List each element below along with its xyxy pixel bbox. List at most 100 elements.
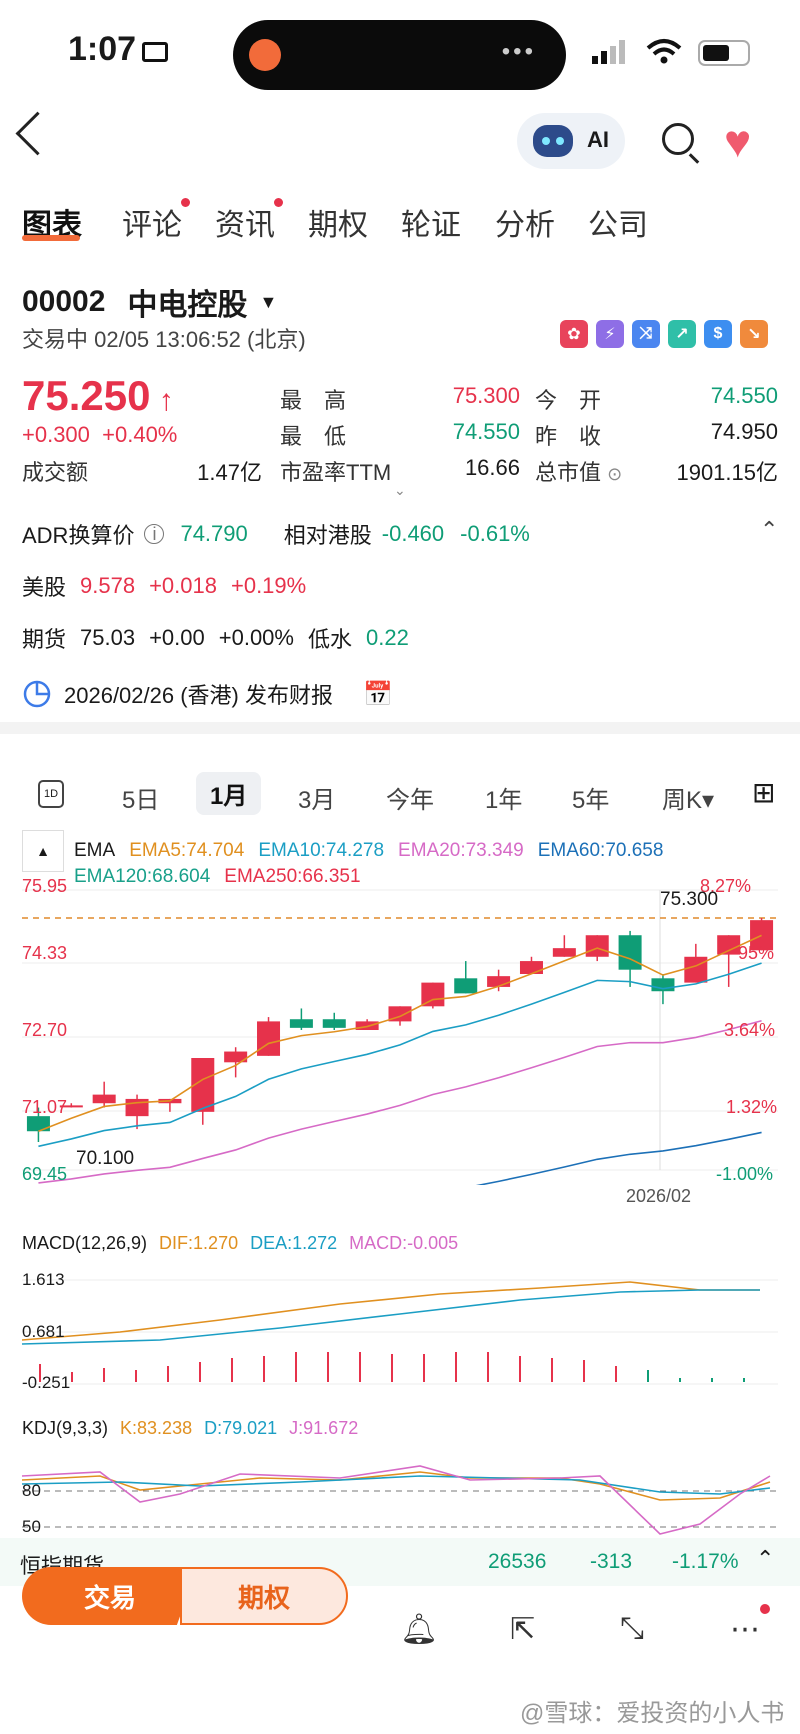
dynamic-island: ••• xyxy=(233,20,566,90)
candle-body xyxy=(421,982,445,1007)
info-icon[interactable]: i xyxy=(144,524,165,544)
dollar-icon[interactable]: $ xyxy=(704,320,732,348)
change-pct: +0.40% xyxy=(102,422,178,447)
tab-analysis[interactable]: 分析 xyxy=(495,200,555,244)
open-label: 今 开 xyxy=(535,388,602,413)
collapse-chevron-icon[interactable]: ⌃ xyxy=(760,517,779,542)
section-divider xyxy=(0,722,800,734)
period-5y[interactable]: 5年 xyxy=(572,787,610,814)
market-badges: ✿ ⚡ ⤨ ↗ $ ↘ xyxy=(560,320,768,348)
mail-icon xyxy=(249,39,281,71)
robot-icon xyxy=(533,125,573,157)
candle-body xyxy=(585,935,609,957)
period-1d[interactable]: 1D xyxy=(38,780,64,808)
period-5d[interactable]: 5日 xyxy=(122,787,160,814)
kdj-chart[interactable] xyxy=(0,1450,800,1540)
ema250-value: EMA250:66.351 xyxy=(224,866,361,887)
earnings-text: 2026/02/26 (香港) 发布财报 xyxy=(64,683,333,708)
period-weekly[interactable]: 周K▾ xyxy=(662,787,715,814)
ema20-value: EMA20:73.349 xyxy=(398,840,524,861)
macd-axis-label: -0.251 xyxy=(22,1373,71,1392)
pct-axis-label: -1.00% xyxy=(716,1164,774,1184)
pct-axis-label: 3.64% xyxy=(724,1020,776,1040)
watermark: @雪球：爱投资的小人书 xyxy=(520,1700,785,1727)
period-1y[interactable]: 1年 xyxy=(485,787,523,814)
tab-comments[interactable]: 评论 xyxy=(122,198,190,244)
period-1m[interactable]: 1月 xyxy=(196,772,262,815)
mcap-label: 总市值 ⊙ xyxy=(535,460,623,485)
period-ytd[interactable]: 今年 xyxy=(386,787,434,814)
hk-flower-icon[interactable]: ✿ xyxy=(560,320,588,348)
trading-status: 交易中 02/05 13:06:52 (北京) xyxy=(22,327,306,352)
info-dots-icon: ⊙ xyxy=(607,464,623,484)
us-value: 9.578 xyxy=(80,573,136,598)
basis-label: 低水 xyxy=(307,627,352,652)
bed-icon xyxy=(142,42,168,62)
more-icon: ••• xyxy=(501,38,536,65)
shuffle-icon[interactable]: ⤨ xyxy=(632,320,660,348)
pe-value: 16.66 xyxy=(464,455,520,480)
adr-value: 74.790 xyxy=(180,521,248,546)
macd-chart[interactable] xyxy=(0,1262,800,1392)
more-options-icon[interactable]: ⋯ xyxy=(730,1613,760,1646)
fullscreen-icon[interactable]: ⤡ xyxy=(620,1612,644,1645)
mcap-value: 1901.15亿 xyxy=(676,460,778,485)
calendar-add-icon[interactable]: 📅 xyxy=(363,680,393,708)
grid-icon[interactable]: ⊞ xyxy=(752,777,776,808)
candle-body xyxy=(289,1019,313,1028)
ema5-value: EMA5:74.704 xyxy=(129,840,245,861)
stock-title[interactable]: 00002 中电控股 ▼ xyxy=(22,280,277,324)
search-icon[interactable] xyxy=(662,123,694,155)
open-value: 74.550 xyxy=(710,383,778,408)
tab-options[interactable]: 期权 xyxy=(308,200,368,244)
chart-down-icon[interactable]: ↘ xyxy=(740,320,768,348)
lightning-icon[interactable]: ⚡ xyxy=(596,320,624,348)
alert-bell-icon[interactable]: 🔔︎ xyxy=(400,1613,439,1646)
collapse-legend-icon[interactable]: ▲ xyxy=(22,830,64,872)
stock-code: 00002 xyxy=(22,285,106,318)
macd-title: MACD(12,26,9) xyxy=(22,1233,148,1253)
adr-label: ADR换算价 xyxy=(22,523,135,548)
ema120-value: EMA120:68.604 xyxy=(74,866,211,887)
candlestick-chart[interactable] xyxy=(0,865,800,1185)
status-time: 1:07 xyxy=(68,30,137,68)
signal-icon xyxy=(592,40,625,64)
basis-value: 0.22 xyxy=(366,625,409,650)
pct-axis-label: 1.32% xyxy=(726,1097,778,1117)
dea-line xyxy=(21,1289,760,1345)
caret-down-icon[interactable]: ▼ xyxy=(259,291,278,312)
expand-up-icon[interactable]: ⌃ xyxy=(756,1546,775,1571)
candle-body xyxy=(750,920,774,951)
back-icon[interactable] xyxy=(15,111,60,156)
pie-chart-icon xyxy=(23,680,51,708)
futures-pct: +0.00% xyxy=(218,625,294,650)
kdj-legend: KDJ(9,3,3) K:83.238 D:79.021 J:91.672 xyxy=(22,1418,358,1439)
kdj-j: J:91.672 xyxy=(289,1418,359,1438)
period-3m[interactable]: 3月 xyxy=(298,787,336,814)
tab-news[interactable]: 资讯 xyxy=(215,198,283,244)
pe-label: 市盈率TTM xyxy=(280,460,392,485)
trade-button[interactable]: 交易 xyxy=(22,1567,198,1625)
candle-body xyxy=(26,1116,50,1132)
k-line xyxy=(21,1471,771,1501)
pct-axis-label: 8.27% xyxy=(700,876,752,896)
notification-dot xyxy=(181,198,190,207)
relative-value: -0.460 xyxy=(381,521,445,546)
tab-company[interactable]: 公司 xyxy=(588,200,648,244)
candle-body xyxy=(487,976,511,987)
j-line xyxy=(21,1465,771,1535)
us-change: +0.018 xyxy=(149,573,217,598)
candle-body xyxy=(519,961,543,974)
macd-value: MACD:-0.005 xyxy=(349,1233,459,1253)
expand-chevron-icon[interactable]: ⌄ xyxy=(394,482,406,498)
ai-assistant-button[interactable]: AI xyxy=(517,113,625,169)
candle-body xyxy=(355,1021,379,1030)
candle-body xyxy=(224,1051,248,1063)
trend-icon[interactable]: ↗ xyxy=(668,320,696,348)
earnings-row[interactable]: 2026/02/26 (香港) 发布财报 📅 xyxy=(22,678,393,710)
heart-icon[interactable]: ♥ xyxy=(724,115,752,167)
tab-warrants[interactable]: 轮证 xyxy=(401,200,461,244)
kdj-axis-label: 80 xyxy=(22,1481,41,1500)
options-button[interactable]: 期权 xyxy=(180,1567,348,1625)
share-icon[interactable]: ⇱ xyxy=(510,1613,536,1646)
